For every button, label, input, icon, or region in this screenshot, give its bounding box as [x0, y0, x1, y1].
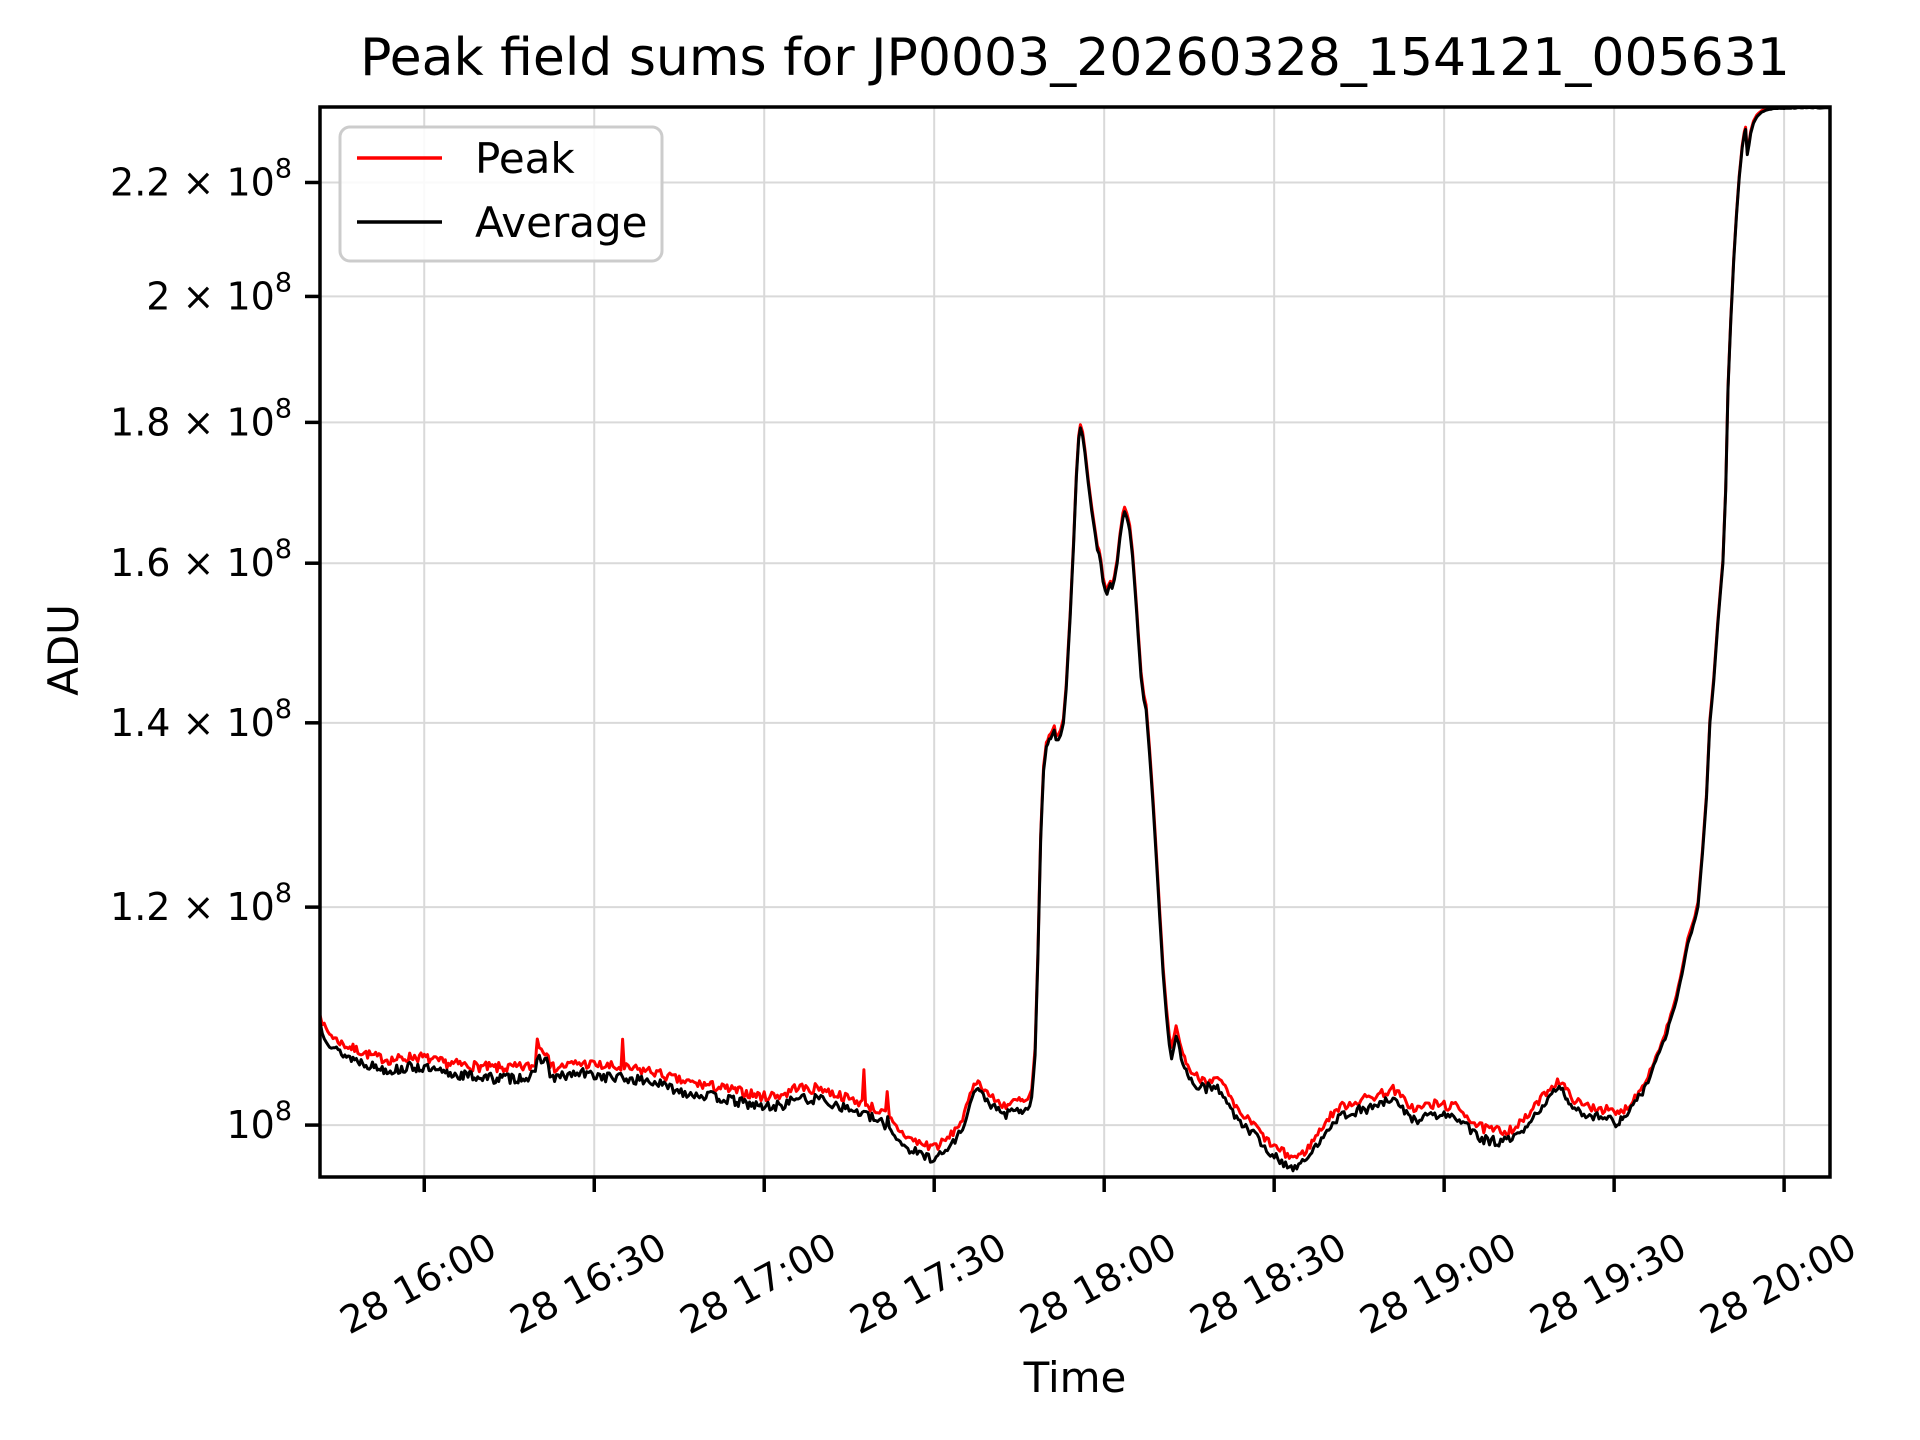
legend-label-peak: Peak: [475, 134, 575, 183]
legend-box: [338, 125, 664, 263]
chart-title: Peak field sums for JP0003_20260328_1541…: [360, 28, 1790, 88]
y-tick-label: 1.6 × 108: [110, 534, 292, 585]
plot-frame: [318, 105, 1832, 1179]
x-tick-label: 28 16:30: [503, 1224, 674, 1343]
y-tick-label: 1.2 × 108: [110, 878, 292, 929]
x-tick-label: 28 19:30: [1523, 1224, 1694, 1343]
series-layer: [320, 107, 1830, 1173]
series-line-peak: [320, 107, 1830, 1160]
y-tick-label: 2.2 × 108: [110, 153, 292, 204]
y-tick-label: 1.4 × 108: [110, 694, 292, 745]
y-tick-label: 1.8 × 108: [110, 393, 292, 444]
x-tick-label: 28 17:30: [843, 1224, 1014, 1343]
x-tick-label: 28 18:00: [1013, 1224, 1184, 1343]
y-tick-label: 2 × 108: [146, 267, 292, 318]
tick-layer: 28 16:00 28 16:30 28 17:00 28 17:30 28 18:00…: [110, 153, 1863, 1342]
grid-layer: [320, 107, 1830, 1177]
legend: Peak Average: [338, 125, 664, 263]
x-tick-label: 28 17:00: [673, 1224, 844, 1343]
x-tick-label: 28 20:00: [1693, 1224, 1864, 1343]
x-tick-label: 28 19:00: [1353, 1224, 1524, 1343]
x-tick-label: 28 18:30: [1183, 1224, 1354, 1343]
y-tick-label: 108: [226, 1096, 292, 1147]
x-tick-label: 28 16:00: [333, 1224, 504, 1343]
y-axis-label: ADU: [39, 604, 88, 696]
x-axis-label: Time: [1023, 1353, 1127, 1402]
series-line-average: [320, 107, 1830, 1173]
legend-label-average: Average: [475, 198, 647, 247]
